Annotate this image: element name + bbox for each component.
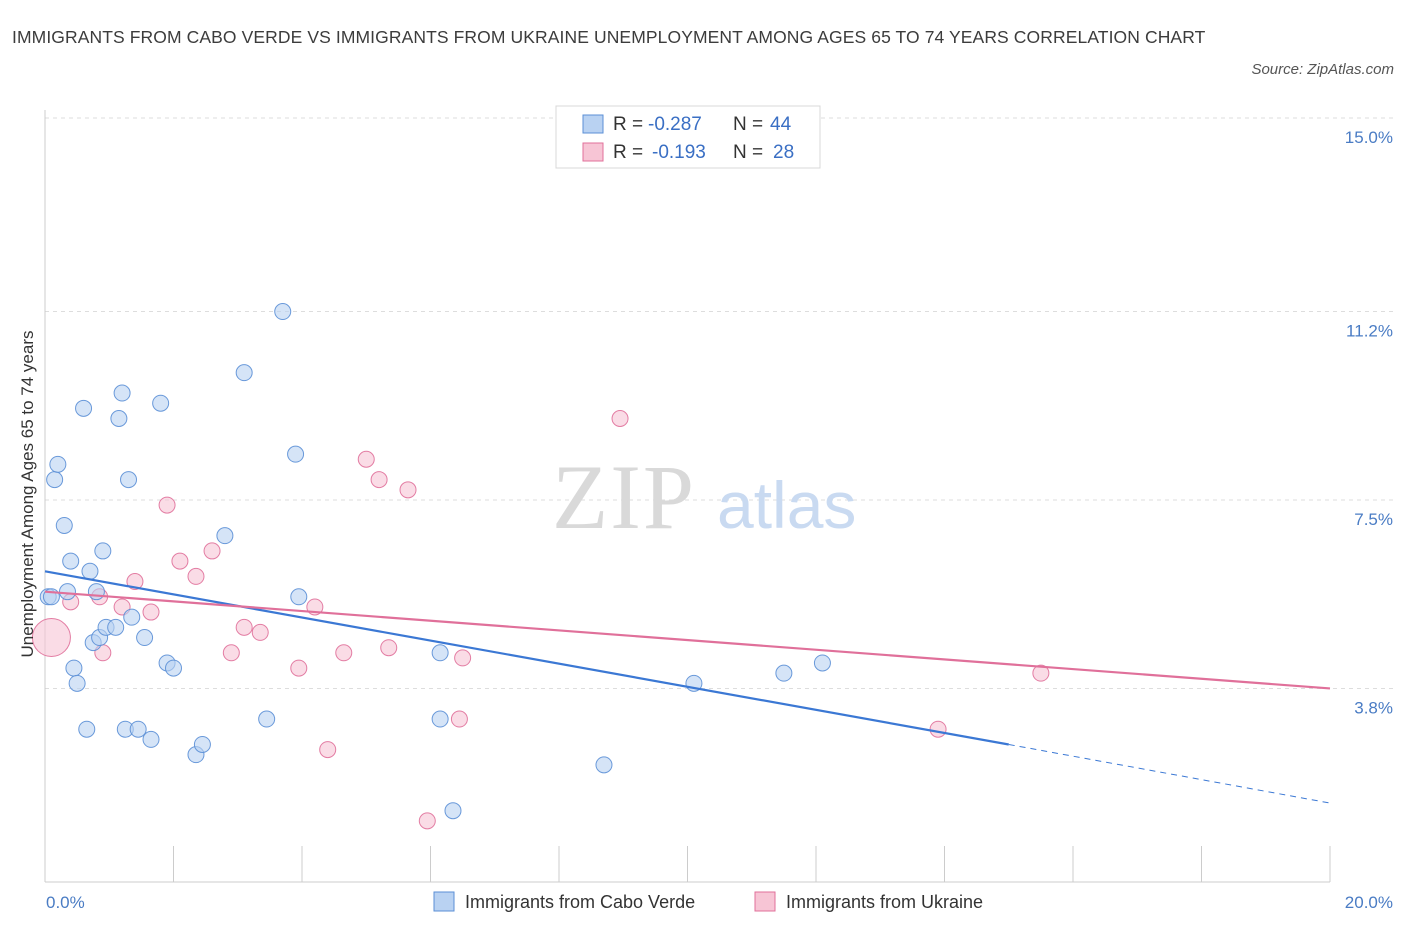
ukraine-point-6: [142, 603, 160, 621]
bottom-legend-label-ukraine: Immigrants from Ukraine: [786, 892, 983, 912]
legend-swatch-cabo-verde: [582, 114, 604, 134]
trend-lines: [44, 570, 1331, 804]
ukraine-point-11: [222, 644, 240, 662]
bottom-legend-label-cabo-verde: Immigrants from Cabo Verde: [465, 892, 695, 912]
y-tick-label-3: 15.0%: [1345, 128, 1393, 147]
ukraine-point-24: [454, 649, 472, 667]
cabo-verde-point-7: [68, 674, 86, 692]
ukraine-point-25: [611, 410, 629, 428]
ukraine-point-0: [31, 618, 71, 658]
watermark: ZIP atlas: [552, 446, 856, 548]
cabo-verde-point-33: [274, 303, 292, 321]
ukraine-point-23: [450, 710, 468, 728]
watermark-zip: ZIP: [552, 446, 696, 548]
cabo-verde-point-5: [62, 552, 80, 570]
chart-title: IMMIGRANTS FROM CABO VERDE VS IMMIGRANTS…: [12, 27, 1206, 47]
legend-r-label-cabo: R =: [613, 114, 643, 135]
cabo-verde-point-38: [444, 802, 462, 820]
y-tick-label-1: 7.5%: [1354, 510, 1393, 529]
x-ticks: [44, 846, 1331, 882]
cabo-verde-point-3: [55, 516, 73, 534]
ukraine-point-5: [126, 572, 144, 590]
bottom-legend: Immigrants from Cabo Verde Immigrants fr…: [433, 891, 983, 912]
cabo-verde-point-18: [113, 384, 131, 402]
cabo-verde-point-32: [258, 710, 276, 728]
ukraine-point-16: [319, 741, 337, 759]
ukraine-point-19: [370, 471, 388, 489]
ukraine-point-9: [187, 567, 205, 585]
y-axis-title: Unemployment Among Ages 65 to 74 years: [18, 331, 37, 658]
cabo-verde-point-42: [813, 654, 831, 672]
bottom-legend-swatch-ukraine: [754, 891, 776, 912]
cabo-verde-point-39: [595, 756, 613, 774]
legend-n-label-ukraine: N =: [733, 142, 763, 163]
cabo-verde-point-37: [431, 710, 449, 728]
ukraine-point-8: [171, 552, 189, 570]
ukraine-point-20: [380, 639, 398, 657]
cabo-verde-point-14: [94, 542, 112, 560]
ukraine-point-7: [158, 496, 176, 514]
ukraine-point-14: [290, 659, 308, 677]
x-tick-labels: 0.0% 20.0%: [46, 893, 1393, 912]
legend-r-value-ukraine: -0.193: [652, 142, 706, 163]
legend-r-label-ukraine: R =: [613, 142, 643, 163]
cabo-verde-point-22: [129, 720, 147, 738]
chart-source: Source: ZipAtlas.com: [1251, 61, 1394, 78]
cabo-verde-point-4: [58, 583, 76, 601]
cabo-verde-trend-line: [44, 570, 1009, 746]
gridlines: [45, 117, 1395, 689]
cabo-verde-point-24: [142, 730, 160, 748]
legend-r-value-cabo: -0.287: [648, 114, 702, 135]
cabo-verde-point-31: [235, 364, 253, 382]
cabo-verde-point-34: [287, 445, 305, 463]
cabo-verde-point-35: [290, 588, 308, 606]
cabo-verde-point-9: [78, 720, 96, 738]
cabo-verde-point-27: [165, 659, 182, 677]
y-tick-labels: 3.8% 7.5% 11.2% 15.0%: [1345, 128, 1393, 717]
cabo-verde-point-2: [49, 455, 67, 473]
cabo-verde-point-23: [136, 629, 154, 647]
series-cabo-verde-points: [39, 303, 831, 820]
series-ukraine-points: [31, 410, 1050, 830]
top-legend: R = -0.287 N = 44 R = -0.193 N = 28: [555, 105, 821, 169]
ukraine-point-10: [203, 542, 221, 560]
ukraine-point-26: [929, 720, 947, 738]
ukraine-point-13: [251, 623, 269, 641]
cabo-verde-point-1: [46, 471, 64, 489]
cabo-verde-point-25: [152, 394, 170, 412]
cabo-verde-point-12: [87, 583, 105, 601]
legend-n-value-ukraine: 28: [773, 142, 794, 163]
cabo-verde-point-6: [65, 659, 83, 677]
cabo-verde-point-8: [75, 399, 93, 417]
y-tick-label-2: 11.2%: [1346, 322, 1393, 341]
cabo-verde-point-16: [107, 618, 125, 636]
cabo-verde-point-17: [110, 410, 128, 428]
x-tick-label-0: 0.0%: [46, 893, 85, 912]
cabo-verde-point-10: [81, 562, 99, 580]
watermark-atlas: atlas: [717, 468, 856, 542]
ukraine-point-27: [1032, 664, 1050, 682]
legend-swatch-ukraine: [582, 142, 604, 162]
ukraine-point-22: [418, 812, 436, 830]
cabo-verde-trend-extension: [1008, 743, 1331, 804]
cabo-verde-point-36: [431, 644, 449, 662]
legend-n-value-cabo: 44: [770, 114, 792, 135]
cabo-verde-point-20: [120, 471, 138, 489]
ukraine-trend-line: [44, 590, 1331, 690]
cabo-verde-point-21: [123, 608, 141, 626]
cabo-verde-point-29: [193, 735, 211, 753]
x-tick-label-1: 20.0%: [1345, 893, 1393, 912]
y-tick-label-0: 3.8%: [1354, 698, 1393, 717]
ukraine-point-18: [357, 450, 375, 468]
ukraine-point-21: [399, 481, 417, 499]
cabo-verde-point-41: [775, 664, 793, 682]
cabo-verde-point-30: [216, 527, 234, 545]
bottom-legend-swatch-cabo-verde: [433, 891, 455, 912]
ukraine-point-17: [335, 644, 353, 662]
legend-n-label-cabo: N =: [733, 114, 763, 135]
ukraine-point-12: [235, 618, 253, 636]
